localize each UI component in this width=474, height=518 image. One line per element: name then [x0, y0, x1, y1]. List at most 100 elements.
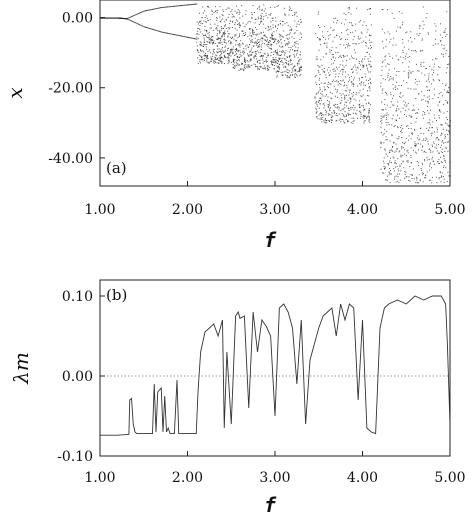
bifurcation-point: [367, 29, 369, 31]
bifurcation-point: [251, 39, 253, 41]
bifurcation-point: [288, 46, 290, 48]
bifurcation-point: [353, 120, 355, 122]
bifurcation-point: [204, 26, 206, 28]
bifurcation-point: [448, 63, 450, 65]
bifurcation-point: [207, 6, 209, 8]
bifurcation-point: [341, 68, 343, 70]
bifurcation-point: [208, 31, 210, 33]
bifurcation-point: [230, 49, 232, 51]
bifurcation-point: [339, 83, 341, 85]
bifurcation-point: [282, 50, 284, 52]
bifurcation-point: [257, 42, 259, 44]
bifurcation-point: [273, 53, 275, 55]
bifurcation-point: [386, 179, 388, 181]
bifurcation-point: [435, 120, 437, 122]
bifurcation-point: [315, 74, 317, 76]
bifurcation-point: [444, 137, 446, 139]
bifurcation-point: [234, 28, 236, 30]
bifurcation-point: [316, 84, 318, 86]
bifurcation-point: [168, 6, 170, 8]
bifurcation-point: [401, 148, 403, 150]
bifurcation-point: [257, 39, 259, 41]
bifurcation-point: [356, 92, 358, 94]
bifurcation-point: [328, 75, 330, 77]
bifurcation-point: [272, 58, 274, 60]
bifurcation-point: [225, 56, 227, 58]
bifurcation-point: [199, 29, 201, 31]
bifurcation-point: [241, 55, 243, 57]
bifurcation-point: [277, 5, 279, 7]
bifurcation-point: [293, 53, 295, 55]
bifurcation-point: [261, 9, 263, 11]
bifurcation-point: [345, 14, 347, 16]
bifurcation-point: [231, 36, 233, 38]
bifurcation-point: [210, 52, 212, 54]
panel-a-x-axis-title: f: [264, 228, 277, 252]
bifurcation-point: [395, 44, 397, 46]
bifurcation-point: [441, 95, 443, 97]
bifurcation-point: [251, 52, 253, 54]
bifurcation-point: [360, 113, 362, 115]
bifurcation-point: [434, 43, 436, 45]
bifurcation-point: [352, 43, 354, 45]
bifurcation-point: [442, 152, 444, 154]
bifurcation-point: [441, 53, 443, 55]
bifurcation-point: [436, 58, 438, 60]
bifurcation-point: [386, 39, 388, 41]
bifurcation-point: [404, 174, 406, 176]
bifurcation-point: [291, 28, 293, 30]
bifurcation-point: [272, 57, 274, 59]
panel-b-x-axis-title: f: [264, 493, 277, 517]
bifurcation-point: [390, 149, 392, 151]
bifurcation-point: [300, 21, 302, 23]
bifurcation-point: [396, 70, 398, 72]
bifurcation-point: [233, 15, 235, 17]
bifurcation-point: [215, 10, 217, 12]
bifurcation-point: [285, 62, 287, 64]
bifurcation-point: [390, 38, 392, 40]
bifurcation-point: [323, 36, 325, 38]
bifurcation-point: [386, 175, 388, 177]
bifurcation-point: [261, 9, 263, 11]
bifurcation-point: [318, 114, 320, 116]
bifurcation-point: [196, 49, 198, 51]
bifurcation-point: [280, 54, 282, 56]
bifurcation-point: [438, 177, 440, 179]
bifurcation-point: [418, 93, 420, 95]
bifurcation-point: [391, 146, 393, 148]
bifurcation-point: [210, 58, 212, 60]
bifurcation-point: [398, 59, 400, 61]
bifurcation-point: [239, 64, 241, 66]
bifurcation-point: [207, 41, 209, 43]
bifurcation-point: [222, 14, 224, 16]
bifurcation-point: [445, 72, 447, 74]
bifurcation-point: [367, 60, 369, 62]
bifurcation-point: [402, 154, 404, 156]
bifurcation-point: [258, 68, 260, 70]
bifurcation-point: [448, 126, 450, 128]
bifurcation-point: [179, 35, 181, 37]
bifurcation-point: [142, 11, 144, 13]
bifurcation-point: [396, 110, 398, 112]
bifurcation-point: [262, 68, 264, 70]
bifurcation-point: [357, 66, 359, 68]
bifurcation-point: [217, 30, 219, 32]
bifurcation-point: [404, 109, 406, 111]
bifurcation-point: [386, 112, 388, 114]
bifurcation-point: [437, 66, 439, 68]
bifurcation-point: [227, 63, 229, 65]
bifurcation-point: [348, 107, 350, 109]
bifurcation-point: [239, 34, 241, 36]
bifurcation-point: [247, 46, 249, 48]
bifurcation-point: [332, 69, 334, 71]
bifurcation-point: [154, 8, 156, 10]
bifurcation-point: [329, 51, 331, 53]
bifurcation-point: [315, 58, 317, 60]
bifurcation-point: [262, 67, 264, 69]
bifurcation-point: [346, 105, 348, 107]
bifurcation-point: [436, 182, 438, 184]
bifurcation-point: [198, 12, 200, 14]
bifurcation-point: [257, 60, 259, 62]
bifurcation-point: [370, 104, 372, 106]
bifurcation-point: [429, 148, 431, 150]
